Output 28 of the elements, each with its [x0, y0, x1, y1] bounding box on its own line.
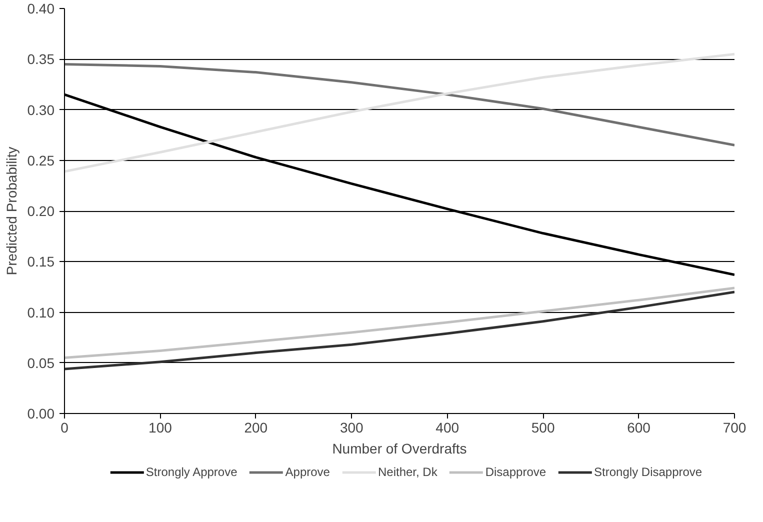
y-tick-label: 0.25 [27, 152, 55, 168]
line-series [64, 62, 734, 146]
line-series [64, 286, 734, 360]
y-tick-label: 0.35 [27, 51, 55, 68]
x-tick-label: 600 [627, 420, 651, 436]
y-tick-label: 0.05 [27, 354, 55, 371]
legend-label: Neither, Dk [378, 465, 438, 479]
x-tick-label: 0 [60, 420, 69, 436]
x-tick-label: 500 [531, 420, 555, 436]
y-tick-label: 0.10 [27, 304, 55, 320]
y-axis-title: Predicted Probability [3, 146, 20, 276]
y-tick-label: 0.40 [27, 0, 55, 16]
legend-label: Approve [285, 465, 330, 479]
legend-label: Strongly Disapprove [594, 465, 702, 479]
legend-label: Strongly Approve [146, 465, 238, 479]
x-tick-label: 200 [244, 420, 268, 436]
line-series [64, 52, 734, 173]
y-tick-label: 0.00 [27, 406, 55, 422]
y-tick-label: 0.20 [27, 203, 55, 219]
y-tick-label: 0.30 [27, 102, 55, 118]
legend-label: Disapprove [485, 465, 546, 479]
x-tick-label: 100 [148, 420, 172, 436]
y-tick-label: 0.15 [27, 254, 55, 270]
x-axis-title: Number of Overdrafts [332, 440, 467, 456]
x-tick-label: 300 [340, 420, 364, 436]
x-tick-label: 400 [436, 420, 460, 436]
line-series [64, 290, 734, 370]
x-tick-label: 700 [722, 420, 746, 436]
